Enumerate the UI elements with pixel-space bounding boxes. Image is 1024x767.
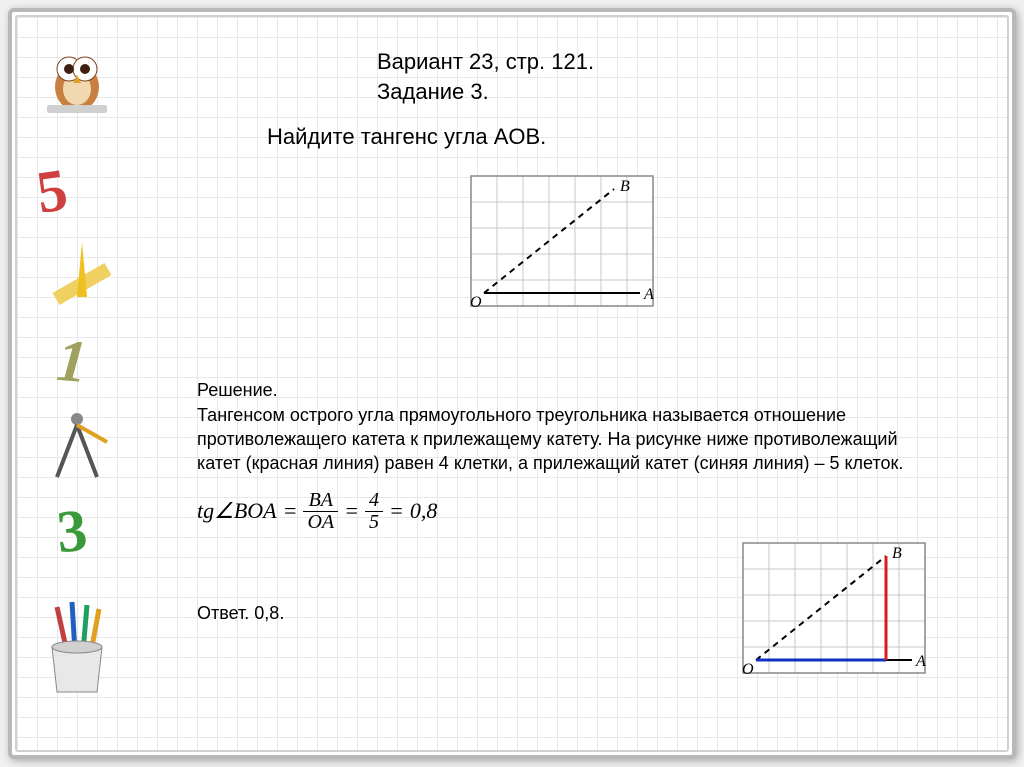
fraction-ba-oa: BA OA: [303, 490, 338, 533]
owl-icon: [37, 37, 117, 117]
formula-lhs: tg∠BOA: [197, 498, 277, 524]
solution-block: Решение. Тангенсом острого угла прямоуго…: [197, 378, 917, 475]
svg-text:O: O: [742, 661, 754, 678]
svg-text:A: A: [915, 653, 926, 670]
answer-label: Ответ.: [197, 603, 249, 623]
diagram-aob-colored: O A B: [731, 531, 957, 695]
svg-text:B: B: [892, 545, 902, 562]
task-prompt: Найдите тангенс угла AOB.: [267, 124, 977, 150]
fraction-4-5: 4 5: [365, 490, 383, 533]
equals-1: =: [283, 498, 298, 524]
content-area: Вариант 23, стр. 121. Задание 3. Найдите…: [167, 47, 977, 720]
digit-1: 1: [54, 326, 90, 397]
svg-text:A: A: [643, 286, 654, 303]
equals-3: =: [389, 498, 404, 524]
formula: tg∠BOA = BA OA = 4 5 = 0,8: [197, 490, 977, 533]
equals-2: =: [344, 498, 359, 524]
svg-text:B: B: [620, 178, 630, 195]
digit-3: 3: [54, 496, 90, 567]
variant-line: Вариант 23, стр. 121.: [377, 47, 977, 77]
task-line: Задание 3.: [377, 77, 977, 107]
slide-frame: 5 1 3 В: [8, 8, 1016, 759]
digit-5: 5: [32, 155, 71, 228]
svg-text:O: O: [470, 294, 482, 311]
answer-value: 0,8.: [254, 603, 284, 623]
title-block: Вариант 23, стр. 121. Задание 3.: [377, 47, 977, 106]
left-decorations: 5 1 3: [37, 37, 137, 730]
solution-text: Тангенсом острого угла прямоугольного тр…: [197, 403, 917, 476]
compass-icon: [37, 407, 117, 487]
diagram-aob-colored-wrap: O A B: [731, 531, 957, 700]
ruler-icon: [47, 237, 117, 307]
diagram-aob: O A B: [459, 164, 685, 328]
formula-result: 0,8: [410, 498, 438, 524]
solution-label: Решение.: [197, 378, 917, 402]
pencil-cup-icon: [37, 597, 117, 697]
inner-frame: 5 1 3 В: [15, 15, 1009, 752]
